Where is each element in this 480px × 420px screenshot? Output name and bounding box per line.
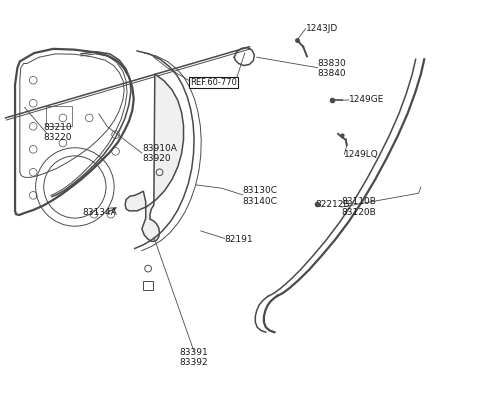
Text: 1249GE: 1249GE <box>349 95 384 105</box>
Text: 1249LQ: 1249LQ <box>344 150 379 159</box>
Text: 1243JD: 1243JD <box>306 24 338 33</box>
Text: 83130C
83140C: 83130C 83140C <box>243 186 278 206</box>
Text: 83110B
83120B: 83110B 83120B <box>341 197 376 217</box>
Polygon shape <box>125 74 183 242</box>
Text: 83830
83840: 83830 83840 <box>318 59 346 78</box>
Text: 83391
83392: 83391 83392 <box>179 348 208 367</box>
Text: 82191: 82191 <box>225 235 253 244</box>
Bar <box>46 106 72 126</box>
Text: 83134A: 83134A <box>82 207 117 217</box>
Text: 83210
83220: 83210 83220 <box>44 123 72 142</box>
Text: 82212B: 82212B <box>316 200 350 210</box>
Bar <box>144 281 153 289</box>
Text: REF.60-770: REF.60-770 <box>190 78 237 87</box>
Text: 83910A
83920: 83910A 83920 <box>142 144 177 163</box>
